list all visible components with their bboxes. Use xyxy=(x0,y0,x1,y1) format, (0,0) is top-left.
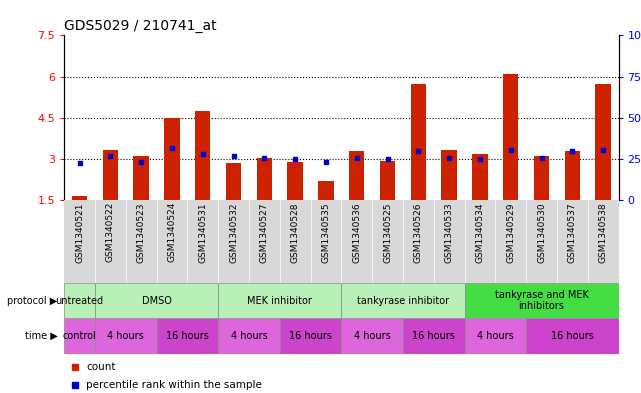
Text: DMSO: DMSO xyxy=(142,296,171,306)
Point xyxy=(444,154,454,161)
Text: GSM1340531: GSM1340531 xyxy=(198,202,207,263)
Text: 16 hours: 16 hours xyxy=(166,331,209,341)
Text: GSM1340534: GSM1340534 xyxy=(476,202,485,263)
Bar xyxy=(156,318,218,354)
Bar xyxy=(218,283,341,318)
Bar xyxy=(287,162,303,200)
Text: GSM1340527: GSM1340527 xyxy=(260,202,269,263)
Bar xyxy=(380,160,395,200)
Text: 4 hours: 4 hours xyxy=(107,331,144,341)
Text: GSM1340533: GSM1340533 xyxy=(445,202,454,263)
Text: 4 hours: 4 hours xyxy=(231,331,267,341)
Text: GSM1340538: GSM1340538 xyxy=(599,202,608,263)
Text: 4 hours: 4 hours xyxy=(477,331,513,341)
Text: GSM1340535: GSM1340535 xyxy=(321,202,330,263)
Text: tankyrase inhibitor: tankyrase inhibitor xyxy=(357,296,449,306)
Point xyxy=(228,153,238,160)
Point xyxy=(567,148,578,154)
Text: control: control xyxy=(63,331,96,341)
Text: GSM1340536: GSM1340536 xyxy=(353,202,362,263)
Bar xyxy=(534,156,549,200)
Bar xyxy=(472,154,488,200)
Bar xyxy=(103,149,118,200)
Point xyxy=(506,146,516,152)
Bar xyxy=(465,283,619,318)
Bar xyxy=(95,318,156,354)
Point xyxy=(290,156,300,162)
Bar xyxy=(318,181,333,200)
Bar xyxy=(164,118,179,200)
Bar xyxy=(465,318,526,354)
Text: GSM1340523: GSM1340523 xyxy=(137,202,146,263)
Text: count: count xyxy=(87,362,116,373)
Text: GDS5029 / 210741_at: GDS5029 / 210741_at xyxy=(64,19,217,33)
Text: GSM1340522: GSM1340522 xyxy=(106,202,115,263)
Bar xyxy=(442,149,457,200)
Point xyxy=(105,153,115,160)
Point xyxy=(352,154,362,161)
Point xyxy=(383,156,393,162)
Text: time ▶: time ▶ xyxy=(25,331,58,341)
Bar xyxy=(195,111,210,200)
Bar xyxy=(256,158,272,200)
Bar xyxy=(64,318,95,354)
Text: GSM1340528: GSM1340528 xyxy=(290,202,299,263)
Bar xyxy=(279,318,341,354)
Text: GSM1340532: GSM1340532 xyxy=(229,202,238,263)
Point xyxy=(413,148,424,154)
Text: GSM1340529: GSM1340529 xyxy=(506,202,515,263)
Text: GSM1340530: GSM1340530 xyxy=(537,202,546,263)
Point xyxy=(598,146,608,152)
Text: GSM1340525: GSM1340525 xyxy=(383,202,392,263)
Bar xyxy=(341,318,403,354)
Text: MEK inhibitor: MEK inhibitor xyxy=(247,296,312,306)
Text: GSM1340521: GSM1340521 xyxy=(75,202,84,263)
Point xyxy=(167,145,177,151)
Point xyxy=(136,159,146,165)
Bar xyxy=(133,156,149,200)
Point xyxy=(74,160,85,166)
Bar xyxy=(341,283,465,318)
Text: 4 hours: 4 hours xyxy=(354,331,390,341)
Point xyxy=(197,151,208,157)
Text: 16 hours: 16 hours xyxy=(289,331,332,341)
Bar xyxy=(72,196,87,200)
Text: tankyrase and MEK
inhibitors: tankyrase and MEK inhibitors xyxy=(495,290,588,311)
Bar xyxy=(595,83,611,200)
Bar xyxy=(411,83,426,200)
Bar xyxy=(349,151,365,200)
Point xyxy=(259,154,269,161)
Bar xyxy=(64,283,95,318)
Text: GSM1340526: GSM1340526 xyxy=(414,202,423,263)
Bar xyxy=(95,283,218,318)
Bar xyxy=(218,318,279,354)
Bar xyxy=(565,151,580,200)
Text: GSM1340537: GSM1340537 xyxy=(568,202,577,263)
Text: GSM1340524: GSM1340524 xyxy=(167,202,176,263)
Bar xyxy=(526,318,619,354)
Bar xyxy=(403,318,465,354)
Text: protocol ▶: protocol ▶ xyxy=(8,296,58,306)
Bar xyxy=(503,74,519,200)
Text: 16 hours: 16 hours xyxy=(551,331,594,341)
Text: untreated: untreated xyxy=(55,296,104,306)
Text: 16 hours: 16 hours xyxy=(412,331,455,341)
Text: percentile rank within the sample: percentile rank within the sample xyxy=(87,380,262,390)
Bar xyxy=(226,163,241,200)
Point xyxy=(537,154,547,161)
Point xyxy=(475,156,485,162)
Point xyxy=(320,159,331,165)
